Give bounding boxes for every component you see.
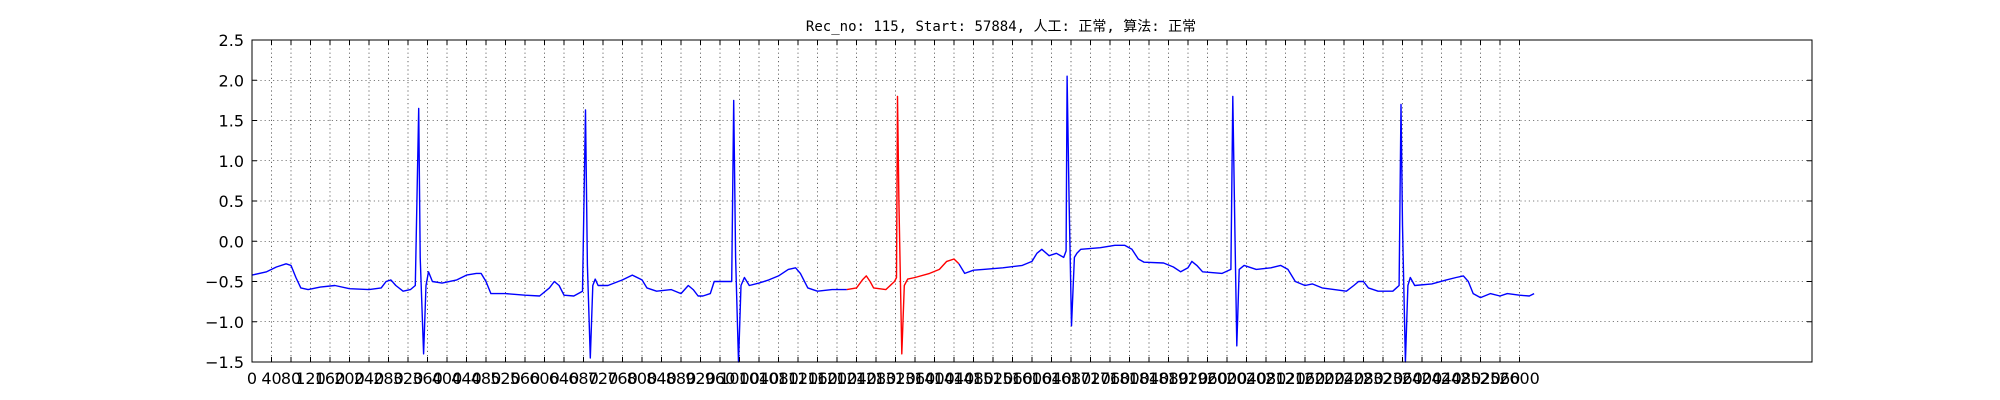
x-tick-label: 520 <box>490 369 521 388</box>
y-tick-label: 1.5 <box>219 112 244 131</box>
x-tick-label: 1480 <box>953 369 994 388</box>
x-tick-label: 1160 <box>797 369 838 388</box>
x-tick-label: 760 <box>607 369 638 388</box>
x-tick-label: 960 <box>705 369 736 388</box>
x-tick-label: 440 <box>451 369 482 388</box>
x-tick-label: 320 <box>393 369 424 388</box>
x-axis-ticks: 0 40 8012016020024028032036040044048052056… <box>247 40 1540 388</box>
x-tick-label: 640 <box>549 369 580 388</box>
x-tick-label: 120 <box>295 369 326 388</box>
x-tick-label: 160 <box>315 369 346 388</box>
x-tick-label: 1600 <box>1012 369 1053 388</box>
x-tick-label: 1520 <box>973 369 1014 388</box>
ecg-series-line <box>251 99 847 363</box>
y-tick-label: 1.0 <box>219 152 244 171</box>
y-axis-ticks: −1.5 −1.0 −0.5 0.0 0.5 1.0 1.5 2.0 2.5 <box>205 31 1812 372</box>
x-tick-label: 280 <box>373 369 404 388</box>
x-tick-label: 2600 <box>1499 369 1540 388</box>
x-tick-label: 1200 <box>817 369 858 388</box>
x-tick-label: 1680 <box>1051 369 1092 388</box>
x-tick-label: 200 <box>334 369 365 388</box>
x-tick-label: 2280 <box>1343 369 1384 388</box>
x-tick-label: 1960 <box>1187 369 1228 388</box>
x-tick-label: 80 <box>281 369 301 388</box>
ecg-series-line <box>958 75 1535 363</box>
x-tick-label: 1720 <box>1070 369 1111 388</box>
x-tick-label: 920 <box>685 369 716 388</box>
x-tick-label: 2200 <box>1304 369 1345 388</box>
y-tick-label: 0.0 <box>219 232 244 251</box>
x-tick-label: 1240 <box>836 369 877 388</box>
y-tick-label: 2.0 <box>219 71 244 90</box>
x-tick-label: 1440 <box>934 369 975 388</box>
x-tick-label: 2040 <box>1226 369 1267 388</box>
x-tick-label: 560 <box>510 369 541 388</box>
x-tick-label: 2080 <box>1246 369 1287 388</box>
x-tick-label: 360 <box>412 369 443 388</box>
x-tick-label: 1040 <box>739 369 780 388</box>
y-tick-label: 2.5 <box>219 31 244 50</box>
x-tick-label: 2000 <box>1207 369 1248 388</box>
x-tick-label: 2240 <box>1324 369 1365 388</box>
y-tick-label: −1.5 <box>205 353 244 372</box>
x-tick-label: 2360 <box>1382 369 1423 388</box>
x-tick-label: 2520 <box>1460 369 1501 388</box>
x-tick-label: 1280 <box>856 369 897 388</box>
x-tick-label: 600 <box>529 369 560 388</box>
x-tick-label: 1640 <box>1031 369 1072 388</box>
x-tick-label: 1320 <box>875 369 916 388</box>
ecg-trace <box>251 75 1535 363</box>
x-tick-label: 1080 <box>758 369 799 388</box>
ecg-series-line <box>846 95 960 355</box>
x-tick-label: 1840 <box>1129 369 1170 388</box>
plot-area-frame <box>251 39 1813 363</box>
x-tick-label: 2320 <box>1363 369 1404 388</box>
x-tick-label: 2440 <box>1421 369 1462 388</box>
x-tick-label: 1560 <box>992 369 1033 388</box>
x-tick-label: 800 <box>627 369 658 388</box>
x-tick-label: 480 <box>471 369 502 388</box>
x-tick-label: 880 <box>666 369 697 388</box>
x-tick-label: 2160 <box>1285 369 1326 388</box>
x-tick-label: 400 <box>432 369 463 388</box>
x-tick-label: 1360 <box>895 369 936 388</box>
x-tick-label: 1760 <box>1090 369 1131 388</box>
x-tick-label: 1920 <box>1168 369 1209 388</box>
x-tick-label: 0 <box>247 369 257 388</box>
x-tick-label: 1120 <box>778 369 819 388</box>
x-tick-label: 2480 <box>1441 369 1482 388</box>
chart-title: Rec_no: 115, Start: 57884, 人工: 正常, 算法: 正… <box>806 19 1196 35</box>
x-tick-label: 2560 <box>1480 369 1521 388</box>
x-tick-label: 40 <box>261 369 281 388</box>
y-tick-label: −1.0 <box>205 313 244 332</box>
x-tick-label: 1800 <box>1109 369 1150 388</box>
x-tick-label: 720 <box>588 369 619 388</box>
x-tick-label: 240 <box>354 369 385 388</box>
y-tick-label: 0.5 <box>219 192 244 211</box>
x-tick-label: 1400 <box>914 369 955 388</box>
x-tick-label: 2120 <box>1265 369 1306 388</box>
x-tick-label: 1000 <box>719 369 760 388</box>
x-tick-label: 840 <box>646 369 677 388</box>
x-tick-label: 680 <box>568 369 599 388</box>
x-tick-label: 1880 <box>1148 369 1189 388</box>
x-tick-label: 2400 <box>1402 369 1443 388</box>
y-tick-label: −0.5 <box>205 273 244 292</box>
